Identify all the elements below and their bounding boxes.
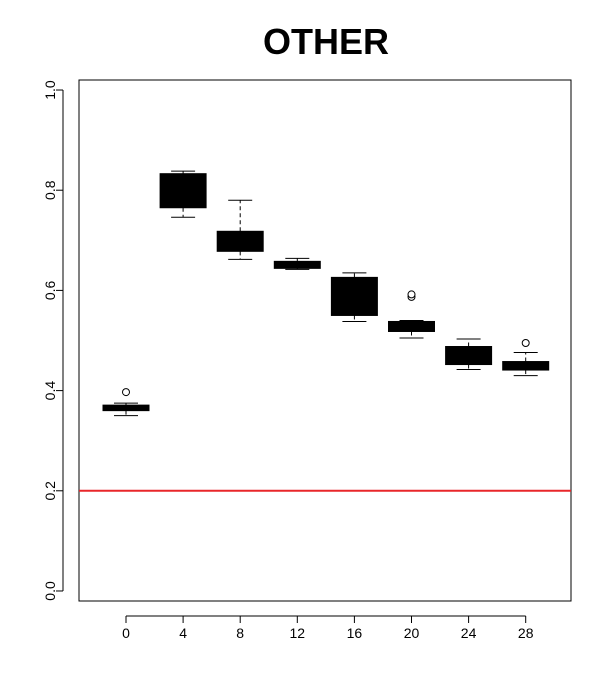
y-tick-label: 0.0 — [42, 581, 58, 601]
x-tick-label: 24 — [461, 625, 477, 641]
outlier-point — [407, 290, 416, 299]
y-tick-label: 0.2 — [42, 481, 58, 501]
box-group-0 — [102, 388, 150, 417]
x-tick-label: 4 — [179, 625, 187, 641]
x-tick-label: 20 — [404, 625, 420, 641]
box-group-24 — [445, 338, 493, 371]
box-body — [445, 346, 493, 366]
box-group-28 — [502, 339, 550, 377]
box-group-20 — [388, 290, 435, 339]
boxes-layer — [102, 170, 550, 417]
box-body — [273, 260, 321, 269]
chart-title: OTHER — [263, 21, 389, 62]
outlier-point — [122, 388, 130, 397]
box-group-12 — [273, 257, 321, 270]
box-body — [388, 320, 435, 332]
box-body — [330, 276, 378, 316]
x-axis: 0 4 8 12 16 20 24 28 — [122, 615, 534, 641]
box-group-16 — [330, 272, 378, 322]
x-tick-label: 16 — [347, 625, 363, 641]
x-tick-label: 28 — [518, 625, 534, 641]
box-body — [159, 173, 207, 209]
box-group-8 — [216, 199, 264, 260]
y-tick-label: 1.0 — [42, 80, 58, 100]
x-tick-label: 8 — [236, 625, 244, 641]
outlier-point — [521, 339, 530, 348]
y-tick-label: 0.4 — [42, 381, 58, 401]
y-tick-label: 0.8 — [42, 180, 58, 200]
plot-frame — [78, 79, 572, 602]
x-tick-label: 12 — [290, 625, 306, 641]
x-tick-label: 0 — [122, 625, 130, 641]
y-tick-label: 0.6 — [42, 280, 58, 300]
y-axis: 0.0 0.2 0.4 0.6 0.8 1.0 — [42, 80, 64, 601]
box-body — [216, 230, 264, 252]
box-group-4 — [159, 170, 207, 218]
